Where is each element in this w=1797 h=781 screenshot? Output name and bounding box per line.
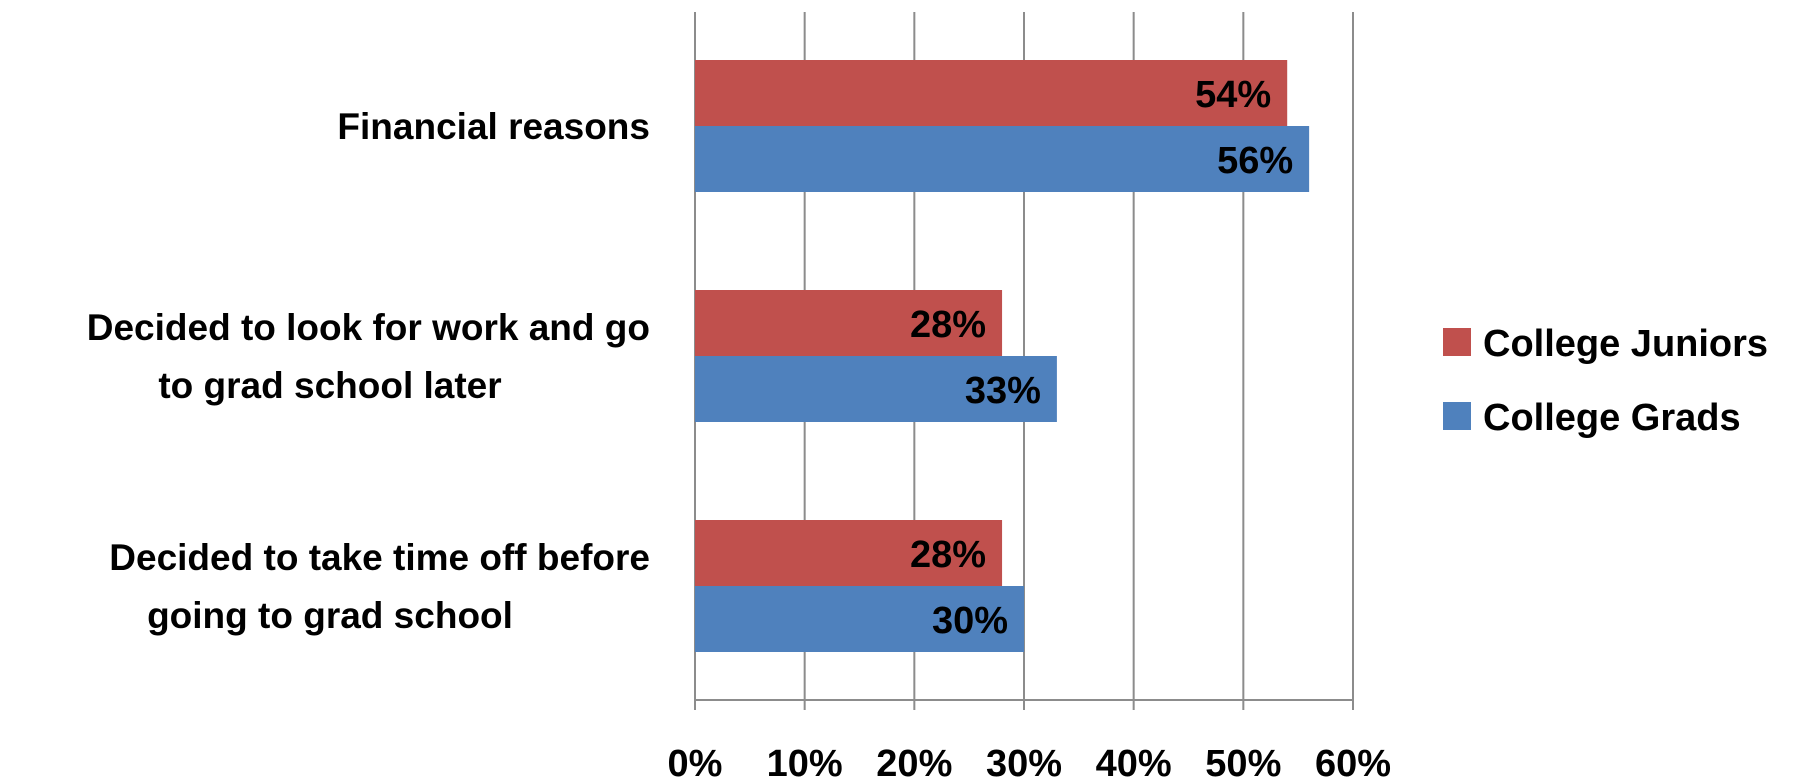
bar: [695, 520, 1003, 586]
x-tick-label: 0%: [668, 743, 723, 781]
data-label: 56%: [1217, 140, 1293, 182]
data-label: 54%: [1195, 74, 1271, 116]
x-axis: 0% 10% 20% 30% 40% 50% 60%: [668, 699, 1391, 781]
category-label: to grad school later: [158, 365, 501, 406]
legend-swatch: [1443, 328, 1471, 356]
data-label: 30%: [932, 600, 1008, 642]
data-label: 28%: [910, 304, 986, 346]
x-tick-label: 10%: [767, 743, 843, 781]
bar: [695, 290, 1003, 356]
category-labels: Financial reasons Decided to look for wor…: [87, 106, 650, 636]
bar: [695, 126, 1310, 192]
category-label: Decided to look for work and go: [87, 307, 650, 348]
x-tick-label: 60%: [1315, 743, 1391, 781]
x-tick-label: 50%: [1205, 743, 1281, 781]
category-label: Decided to take time off before: [109, 537, 650, 578]
legend-swatch: [1443, 402, 1471, 430]
legend: College Juniors College Grads: [1443, 323, 1768, 439]
data-label: 28%: [910, 534, 986, 576]
bar: [695, 356, 1057, 422]
category-label: going to grad school: [147, 595, 513, 636]
data-labels: 54% 28% 28% 56% 33% 30%: [910, 74, 1293, 642]
x-tick-label: 20%: [876, 743, 952, 781]
bar: [695, 60, 1288, 126]
bars: [695, 60, 1310, 652]
x-tick-label: 30%: [986, 743, 1062, 781]
x-tick-label: 40%: [1096, 743, 1172, 781]
category-label: Financial reasons: [337, 106, 650, 147]
legend-label: College Juniors: [1483, 323, 1768, 365]
legend-label: College Grads: [1483, 397, 1741, 439]
bar: [695, 586, 1024, 652]
data-label: 33%: [965, 370, 1041, 412]
